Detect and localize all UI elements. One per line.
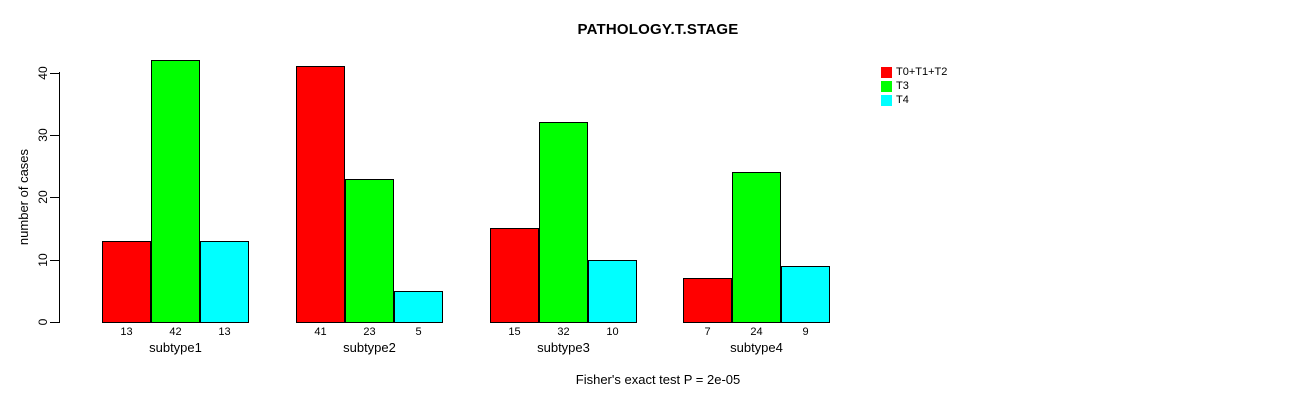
y-axis-tick	[50, 197, 60, 198]
bar-T0+T1+T2-subtype1	[102, 240, 151, 323]
bar-T3-subtype4	[732, 172, 781, 323]
y-axis-tick	[50, 73, 60, 74]
y-axis-tick-label: 10	[36, 253, 50, 267]
bar-T3-subtype3	[539, 122, 588, 323]
legend-label: T3	[896, 80, 909, 92]
y-axis-tick-label: 30	[36, 128, 50, 142]
bar-T0+T1+T2-subtype2	[296, 66, 345, 323]
x-category-label: subtype1	[149, 340, 202, 355]
bar-T3-subtype2	[345, 178, 394, 323]
y-axis-tick	[50, 322, 60, 323]
bar-T0+T1+T2-subtype4	[683, 278, 732, 323]
legend-label: T4	[896, 94, 909, 106]
bar-value-label: 23	[363, 326, 376, 338]
bar-T4-subtype4	[781, 265, 830, 323]
bar-value-label: 42	[169, 326, 182, 338]
bar-value-label: 5	[415, 326, 422, 338]
y-axis-tick-label: 20	[36, 190, 50, 204]
bar-T4-subtype1	[200, 240, 249, 323]
bar-T4-subtype2	[394, 290, 443, 323]
bar-value-label: 24	[750, 326, 763, 338]
x-category-label: subtype4	[730, 340, 783, 355]
legend-swatch-T3	[881, 81, 892, 92]
bar-value-label: 7	[704, 326, 711, 338]
bar-value-label: 13	[218, 326, 231, 338]
footer-annotation: Fisher's exact test P = 2e-05	[575, 372, 741, 387]
bar-value-label: 10	[606, 326, 619, 338]
bar-value-label: 32	[557, 326, 570, 338]
bar-T0+T1+T2-subtype3	[490, 228, 539, 323]
bar-T4-subtype3	[588, 259, 637, 323]
y-axis-tick	[50, 135, 60, 136]
legend-swatch-T0+T1+T2	[881, 67, 892, 78]
chart-title: PATHOLOGY.T.STAGE	[577, 21, 739, 38]
x-category-label: subtype3	[537, 340, 590, 355]
bar-T3-subtype1	[151, 60, 200, 323]
bar-value-label: 41	[314, 326, 327, 338]
bar-value-label: 13	[120, 326, 133, 338]
x-category-label: subtype2	[343, 340, 396, 355]
bar-value-label: 9	[802, 326, 809, 338]
y-axis-tick	[50, 260, 60, 261]
y-axis-tick-label: 40	[36, 66, 50, 80]
bar-value-label: 15	[508, 326, 521, 338]
legend-swatch-T4	[881, 95, 892, 106]
y-axis-tick-label: 0	[36, 318, 50, 326]
legend-label: T0+T1+T2	[896, 66, 948, 78]
